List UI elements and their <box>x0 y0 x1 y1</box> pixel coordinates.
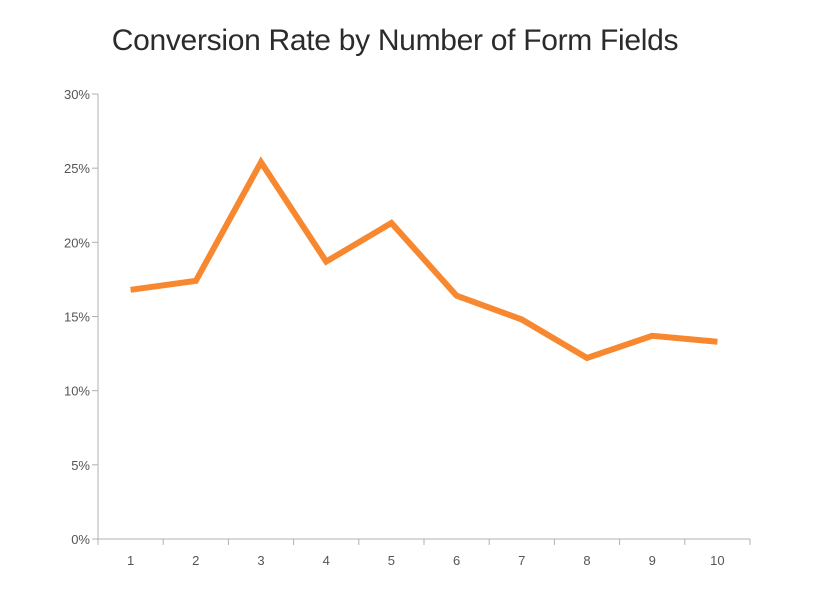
x-tick-label: 6 <box>453 553 460 568</box>
x-tick-label: 10 <box>710 553 724 568</box>
y-tick-label: 5% <box>71 458 90 473</box>
x-tick-label: 1 <box>127 553 134 568</box>
x-tick-label: 7 <box>518 553 525 568</box>
y-tick-label: 10% <box>64 384 90 399</box>
chart-axes <box>97 94 750 540</box>
y-tick-label: 25% <box>64 161 90 176</box>
x-tick-label: 8 <box>583 553 590 568</box>
x-tick-label: 5 <box>388 553 395 568</box>
x-tick-label: 4 <box>323 553 330 568</box>
chart-title: Conversion Rate by Number of Form Fields <box>111 24 679 57</box>
x-tick-label: 3 <box>257 553 264 568</box>
y-tick-label: 15% <box>64 310 90 325</box>
chart-series <box>130 156 718 362</box>
y-tick-label: 20% <box>64 235 90 250</box>
x-tick-label: 2 <box>192 553 199 568</box>
x-tick-label: 9 <box>649 553 656 568</box>
series-line <box>130 156 718 362</box>
y-tick-label: 30% <box>64 87 90 102</box>
y-tick-label: 0% <box>71 532 90 547</box>
x-axis-ticks: 1 2 3 4 5 6 7 8 9 10 <box>97 539 751 568</box>
y-axis-ticks: 0% 5% 10% 15% 20% 25% 30% <box>64 87 98 547</box>
